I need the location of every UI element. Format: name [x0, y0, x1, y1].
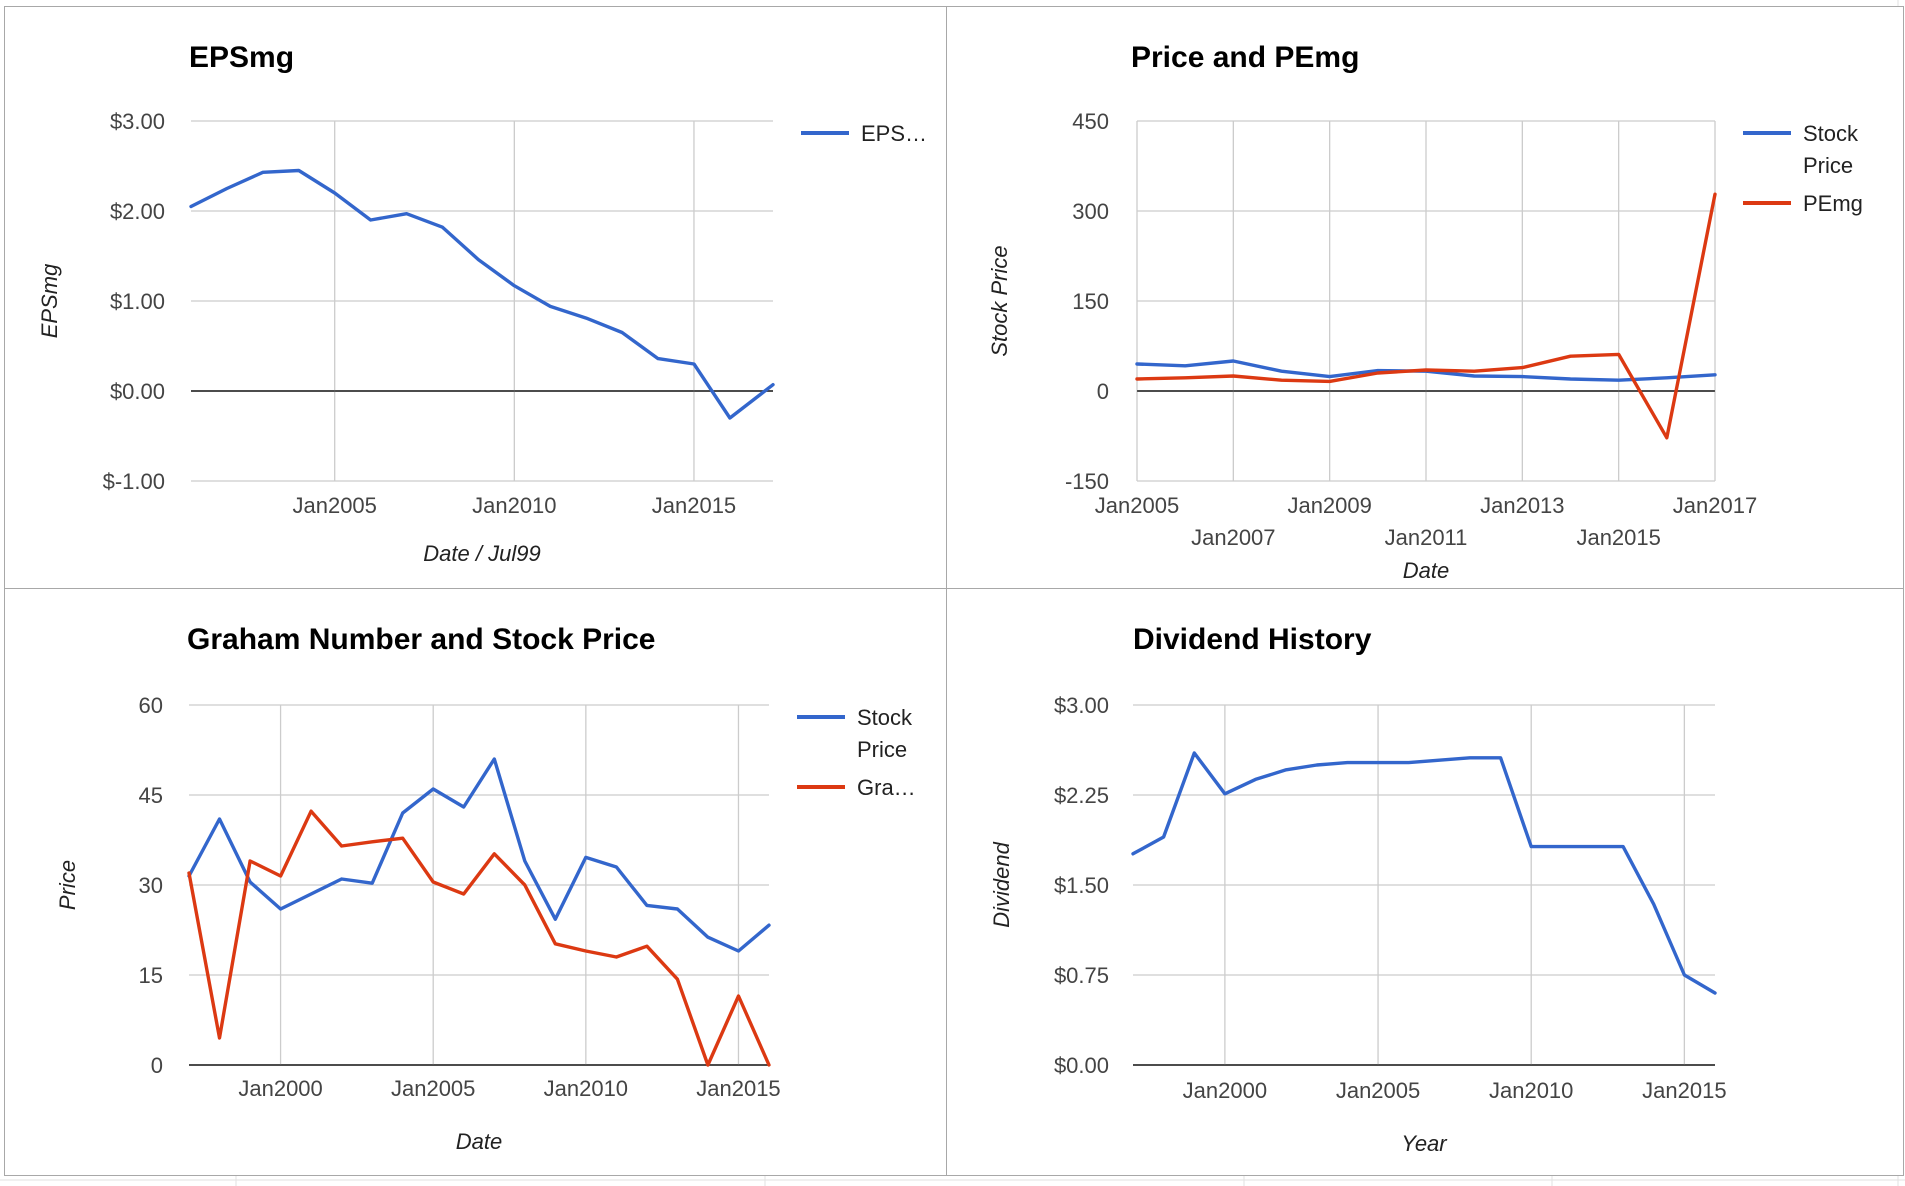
y-tick-label: 60 [139, 693, 163, 718]
y-tick-label: 0 [1097, 379, 1109, 404]
x-tick-label: Jan2013 [1480, 493, 1564, 518]
chart-panel-graham-number[interactable]: Graham Number and Stock Price 60 45 30 15 0 Ja… [4, 588, 948, 1176]
chart-svg: EPSmg $3.00 $2.00 $1.00 $0.00 $-1.00 Jan2005 Ja… [37, 41, 927, 566]
y-tick-label: 300 [1072, 199, 1109, 224]
x-axis-label: Date / Jul99 [423, 541, 540, 566]
y-tick-label: 150 [1072, 289, 1109, 314]
chart-title: EPSmg [189, 41, 294, 74]
y-tick-label: $2.00 [110, 199, 165, 224]
x-tick-label: Jan2005 [1336, 1078, 1420, 1103]
y-axis-label: Stock Price [987, 245, 1012, 356]
chart-svg: Graham Number and Stock Price 60 45 30 15 0 Ja… [55, 623, 916, 1154]
x-tick-label: Jan2011 [1385, 525, 1468, 550]
chart-title: Graham Number and Stock Price [187, 623, 656, 656]
y-tick-label: 0 [151, 1053, 163, 1078]
legend-label[interactable]: Stock [857, 705, 913, 730]
x-axis-label: Year [1401, 1131, 1448, 1156]
series-line-0[interactable] [187, 757, 771, 953]
x-axis-label: Date [456, 1129, 502, 1154]
series-line-1[interactable] [1135, 192, 1717, 440]
y-tick-label: $-1.00 [103, 469, 165, 494]
legend-label[interactable]: PEmg [1803, 191, 1863, 216]
y-tick-label: $3.00 [110, 109, 165, 134]
chart-svg: Dividend History $3.00 $2.25 $1.50 $0.75 $0.0… [989, 623, 1727, 1156]
x-tick-label: Jan2007 [1191, 525, 1275, 550]
x-tick-label: Jan2015 [652, 493, 736, 518]
y-tick-label: $2.25 [1054, 783, 1109, 808]
x-tick-label: Jan2005 [1095, 493, 1179, 518]
x-tick-label: Jan2000 [238, 1076, 322, 1101]
y-tick-label: $0.00 [110, 379, 165, 404]
chart-panel-price-pemg[interactable]: Price and PEmg 450 300 150 0 -150 Jan2005 Jan20… [946, 6, 1904, 590]
x-tick-label: Jan2015 [1642, 1078, 1726, 1103]
series-line-0[interactable] [1131, 751, 1717, 995]
y-tick-label: $1.00 [110, 289, 165, 314]
y-tick-label: $3.00 [1054, 693, 1109, 718]
y-tick-label: 450 [1072, 109, 1109, 134]
y-tick-label: 30 [139, 873, 163, 898]
x-tick-label: Jan2005 [391, 1076, 475, 1101]
legend-label[interactable]: Price [857, 737, 907, 762]
y-tick-label: 45 [139, 783, 163, 808]
x-tick-label: Jan2000 [1183, 1078, 1267, 1103]
x-tick-label: Jan2010 [544, 1076, 628, 1101]
chart-panel-epsmg[interactable]: EPSmg $3.00 $2.00 $1.00 $0.00 $-1.00 Jan2005 Ja… [4, 6, 948, 590]
x-tick-label: Jan2010 [1489, 1078, 1573, 1103]
legend-label[interactable]: Price [1803, 153, 1853, 178]
x-tick-label: Jan2015 [696, 1076, 780, 1101]
x-tick-label: Jan2015 [1576, 525, 1660, 550]
x-tick-label: Jan2005 [292, 493, 376, 518]
legend-label[interactable]: Gra… [857, 775, 916, 800]
x-axis-label: Date [1403, 558, 1449, 583]
x-tick-label: Jan2009 [1287, 493, 1371, 518]
y-axis-label: Dividend [989, 841, 1014, 927]
chart-title: Dividend History [1133, 623, 1372, 656]
y-tick-label: 15 [139, 963, 163, 988]
series-line-0[interactable] [189, 168, 775, 420]
chart-panel-dividend-history[interactable]: Dividend History $3.00 $2.25 $1.50 $0.75 $0.0… [946, 588, 1904, 1176]
y-tick-label: $0.00 [1054, 1053, 1109, 1078]
legend-label[interactable]: EPS… [861, 121, 927, 146]
x-tick-label: Jan2010 [472, 493, 556, 518]
y-tick-label: $0.75 [1054, 963, 1109, 988]
y-axis-label: Price [55, 860, 80, 910]
y-tick-label: $1.50 [1054, 873, 1109, 898]
y-tick-label: -150 [1065, 469, 1109, 494]
chart-title: Price and PEmg [1131, 41, 1359, 74]
legend-label[interactable]: Stock [1803, 121, 1859, 146]
y-axis-label: EPSmg [37, 263, 62, 338]
series-line-1[interactable] [187, 809, 771, 1067]
x-tick-label: Jan2017 [1673, 493, 1757, 518]
